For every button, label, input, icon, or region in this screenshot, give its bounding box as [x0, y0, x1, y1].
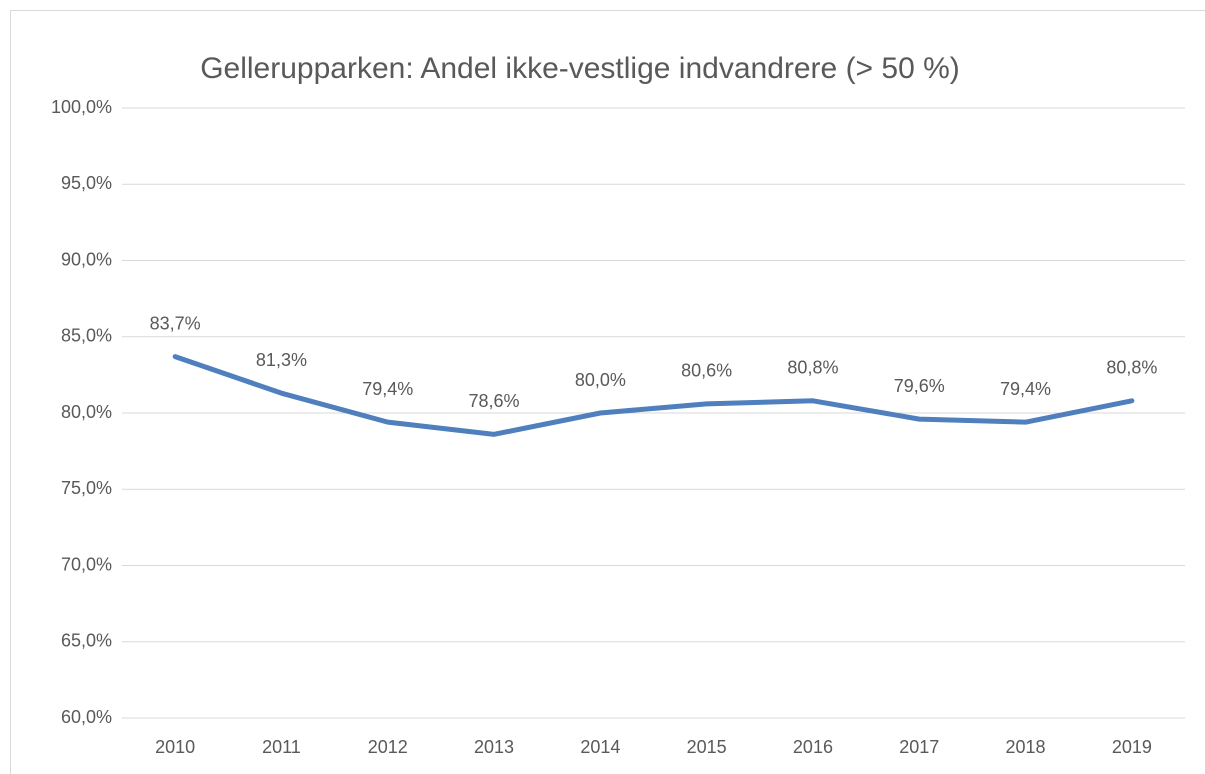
data-label: 81,3% [256, 350, 307, 370]
data-label: 80,0% [575, 370, 626, 390]
y-tick-label: 75,0% [61, 478, 112, 498]
x-tick-label: 2013 [474, 737, 514, 757]
data-label: 80,6% [681, 361, 732, 381]
x-tick-label: 2015 [687, 737, 727, 757]
x-tick-label: 2019 [1112, 737, 1152, 757]
y-tick-label: 65,0% [61, 631, 112, 651]
x-tick-label: 2017 [899, 737, 939, 757]
x-tick-label: 2016 [793, 737, 833, 757]
data-label: 78,6% [469, 391, 520, 411]
y-tick-label: 100,0% [51, 97, 112, 117]
y-tick-label: 95,0% [61, 173, 112, 193]
y-tick-label: 80,0% [61, 402, 112, 422]
data-label: 79,6% [894, 376, 945, 396]
x-tick-label: 2018 [1006, 737, 1046, 757]
y-tick-label: 70,0% [61, 554, 112, 574]
x-tick-label: 2014 [580, 737, 620, 757]
chart-title: Gellerupparken: Andel ikke-vestlige indv… [200, 52, 960, 85]
y-tick-label: 85,0% [61, 326, 112, 346]
data-label: 79,4% [362, 379, 413, 399]
x-tick-label: 2012 [368, 737, 408, 757]
x-tick-label: 2011 [262, 737, 301, 757]
y-tick-label: 90,0% [61, 249, 112, 269]
x-tick-label: 2010 [155, 737, 195, 757]
data-label: 80,8% [787, 358, 838, 378]
data-label: 79,4% [1000, 379, 1051, 399]
data-label: 80,8% [1106, 358, 1157, 378]
chart-border [10, 10, 1205, 774]
series-line [172, 354, 1135, 437]
y-tick-label: 60,0% [61, 707, 112, 727]
data-label: 83,7% [150, 313, 201, 333]
